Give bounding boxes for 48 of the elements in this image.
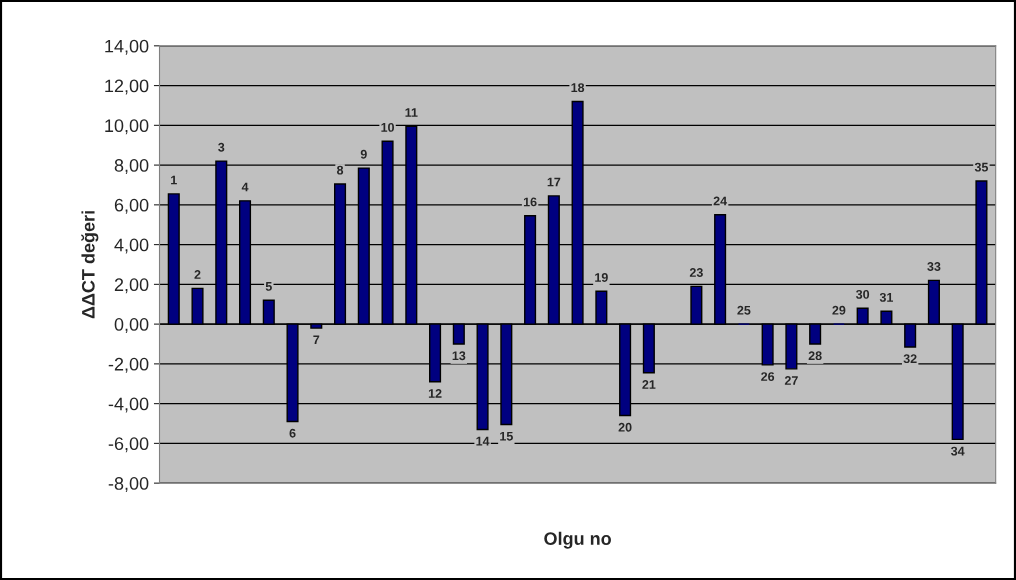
y-tick-label: 12,00 xyxy=(105,79,149,95)
y-tick-label: -8,00 xyxy=(108,477,149,492)
x-tick-label: 33 xyxy=(927,262,941,271)
y-tick-label: 6,00 xyxy=(114,198,149,214)
y-tick-label: 4,00 xyxy=(114,238,149,254)
y-tick-label: 2,00 xyxy=(114,278,149,294)
x-tick-label: 25 xyxy=(737,305,751,315)
x-axis-title: Olgu no xyxy=(544,531,611,549)
x-tick-label: 35 xyxy=(974,162,989,172)
x-tick-label: 10 xyxy=(381,122,394,132)
x-tick-label: 34 xyxy=(951,446,965,456)
y-tick-label: 0,00 xyxy=(114,318,149,333)
x-tick-label: 5 xyxy=(265,282,272,291)
x-tick-label: 6 xyxy=(289,428,296,438)
x-tick-label: 29 xyxy=(832,305,846,315)
x-tick-label: 21 xyxy=(642,380,656,389)
y-tick-label: -6,00 xyxy=(108,437,149,453)
x-tick-label: 16 xyxy=(523,197,537,207)
y-tick-label: -4,00 xyxy=(108,397,149,413)
x-tick-label: 17 xyxy=(547,177,561,187)
y-axis-title: ΔΔCT değeri xyxy=(81,211,99,319)
x-tick-label: 27 xyxy=(784,376,798,385)
y-tick-label: 8,00 xyxy=(114,159,149,174)
x-tick-label: 18 xyxy=(571,83,585,93)
x-tick-label: 30 xyxy=(855,289,870,299)
x-tick-label: 3 xyxy=(218,142,225,152)
x-tick-label: 20 xyxy=(618,422,632,432)
x-tick-label: 4 xyxy=(241,182,249,192)
x-tick-label: 28 xyxy=(808,351,822,361)
x-tick-label: 2 xyxy=(194,270,201,279)
y-tick-label: 10,00 xyxy=(105,119,149,135)
x-tick-label: 11 xyxy=(405,108,418,117)
x-tick-label: 19 xyxy=(595,273,608,282)
x-tick-label: 7 xyxy=(313,335,320,345)
x-tick-label: 24 xyxy=(713,196,728,206)
x-tick-label: 14 xyxy=(476,436,490,446)
x-tick-label: 13 xyxy=(452,351,466,361)
x-tick-label: 23 xyxy=(689,268,703,277)
x-tick-label: 1 xyxy=(171,175,177,185)
x-tick-label: 32 xyxy=(903,354,917,364)
x-tick-label: 8 xyxy=(336,165,344,175)
x-tick-label: 12 xyxy=(428,389,442,398)
x-tick-label: 9 xyxy=(360,149,367,159)
y-tick-label: 14,00 xyxy=(105,39,149,55)
y-tick-label: -2,00 xyxy=(108,357,149,373)
x-tick-label: 15 xyxy=(500,431,513,441)
x-tick-label: 26 xyxy=(761,372,775,381)
x-tick-label: 31 xyxy=(879,292,894,302)
